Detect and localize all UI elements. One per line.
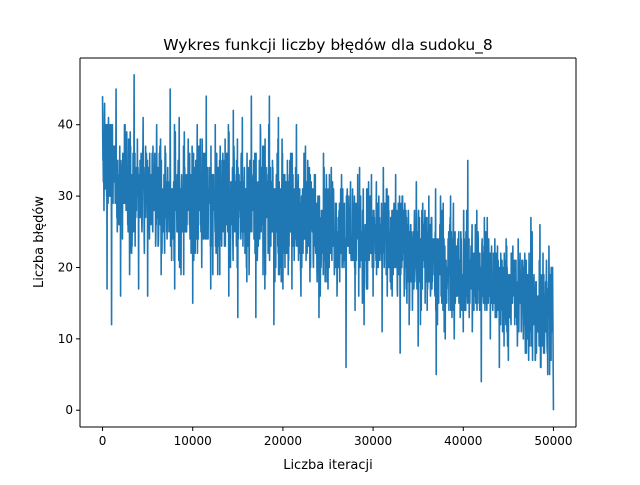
series-line — [101, 73, 555, 411]
x-axis-label: Liczba iteracji — [283, 458, 373, 473]
x-tick-label: 50000 — [534, 434, 572, 448]
chart-title: Wykres funkcji liczby błędów dla sudoku_… — [163, 36, 493, 55]
y-ticks: 0 10 20 30 40 — [58, 118, 80, 417]
y-tick-label: 30 — [58, 189, 73, 203]
x-ticks: 0 10000 20000 30000 40000 50000 — [99, 427, 573, 448]
x-tick-label: 0 — [99, 434, 107, 448]
y-tick-label: 20 — [58, 260, 73, 274]
x-tick-label: 20000 — [264, 434, 302, 448]
x-tick-label: 40000 — [444, 434, 482, 448]
y-tick-label: 40 — [58, 118, 73, 132]
axes-layer — [79, 57, 577, 428]
y-axis-label: Liczba błędów — [32, 196, 47, 288]
y-tick-label: 0 — [65, 403, 73, 417]
x-tick-label: 10000 — [174, 434, 212, 448]
series-layer — [101, 73, 555, 411]
x-tick-label: 30000 — [354, 434, 392, 448]
y-tick-label: 10 — [58, 332, 73, 346]
